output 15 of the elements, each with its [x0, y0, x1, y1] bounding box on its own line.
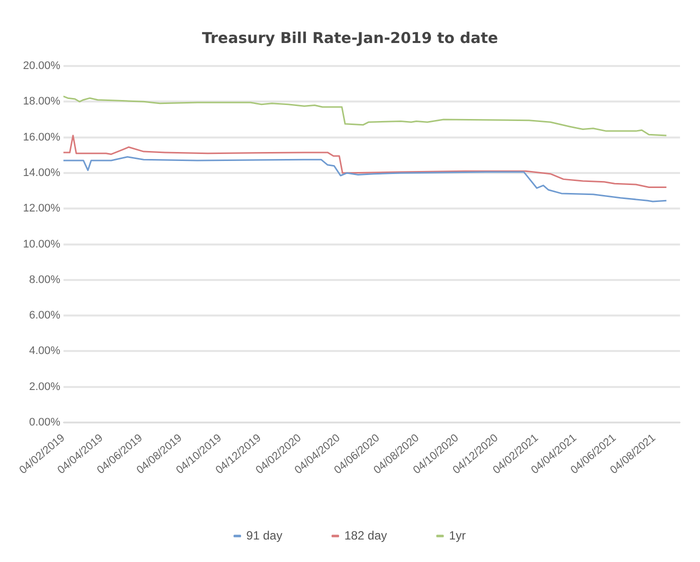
legend-label: 182 day — [344, 528, 388, 542]
y-tick-label: 16.00% — [22, 131, 61, 144]
y-tick-label: 10.00% — [22, 238, 61, 250]
y-tick-label: 4.00% — [29, 345, 61, 358]
legend-label: 1yr — [449, 528, 466, 542]
y-tick-label: 14.00% — [22, 166, 61, 179]
y-tick-label: 6.00% — [29, 310, 61, 322]
y-tick-label: 8.00% — [29, 274, 61, 286]
y-tick-label: 12.00% — [22, 202, 61, 215]
legend-label: 91 day — [246, 528, 282, 542]
y-tick-label: 18.00% — [22, 96, 61, 108]
y-tick-label: 2.00% — [29, 380, 61, 393]
y-tick-label: 20.00% — [22, 60, 61, 72]
chart-title: Treasury Bill Rate-Jan-2019 to date — [202, 28, 498, 47]
y-tick-label: 0.00% — [29, 416, 61, 429]
